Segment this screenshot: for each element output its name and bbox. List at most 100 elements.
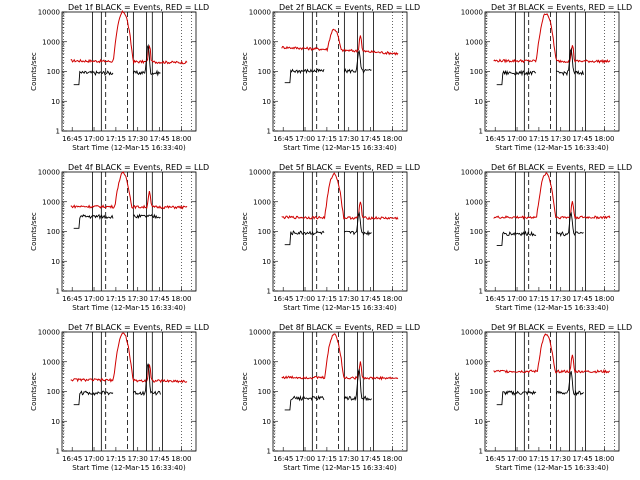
y-tick-label: 100 (258, 388, 271, 396)
events-series-line (73, 213, 114, 229)
y-tick-label: 10000 (461, 169, 483, 177)
panel-det-1: Det 1f BLACK = Events, RED = LLD 1 10 100 10… (30, 3, 209, 152)
x-tick-label: 17:30 (339, 455, 359, 463)
x-tick-label: 16:45 (62, 455, 82, 463)
x-axis-label: Start Time (12-Mar-15 16:33:40) (283, 464, 397, 472)
y-axis-label: Counts/sec (30, 212, 38, 251)
x-tick-label: 17:15 (106, 135, 126, 143)
x-tick-label: 17:15 (317, 295, 337, 303)
y-tick-label: 1000 (42, 358, 60, 366)
x-tick-label: 17:45 (360, 135, 380, 143)
y-tick-label: 10 (51, 258, 60, 266)
y-axis-label: Counts/sec (453, 52, 461, 91)
events-series-line (73, 390, 114, 406)
x-tick-label: 18:00 (594, 295, 614, 303)
events-series-line (555, 371, 584, 397)
x-axis-label: Start Time (12-Mar-15 16:33:40) (495, 144, 609, 152)
events-series-line (73, 70, 114, 86)
y-tick-label: 1000 (465, 358, 483, 366)
y-tick-label: 100 (470, 388, 483, 396)
y-tick-label: 1 (479, 128, 483, 136)
y-tick-label: 1 (56, 128, 60, 136)
lld-series-line (70, 9, 188, 65)
x-tick-label: 17:00 (295, 455, 315, 463)
events-series-line (284, 68, 325, 84)
x-tick-label: 17:00 (295, 135, 315, 143)
events-series-line (556, 47, 584, 77)
panel-det-3: Det 3f BLACK = Events, RED = LLD 1 10 100 10… (453, 3, 632, 152)
x-tick-label: 18:00 (594, 455, 614, 463)
x-axis-label: Start Time (12-Mar-15 16:33:40) (283, 144, 397, 152)
y-tick-label: 10 (474, 258, 483, 266)
lld-series-line (281, 172, 399, 220)
x-tick-label: 17:15 (529, 295, 549, 303)
lld-series-line (493, 333, 611, 374)
x-axis-label: Start Time (12-Mar-15 16:33:40) (283, 304, 397, 312)
x-tick-label: 18:00 (382, 135, 402, 143)
x-tick-label: 17:15 (529, 455, 549, 463)
x-tick-label: 16:45 (273, 135, 293, 143)
y-tick-label: 1000 (253, 38, 271, 46)
x-tick-label: 17:30 (128, 295, 148, 303)
events-series-line (496, 230, 537, 246)
x-tick-label: 16:45 (485, 455, 505, 463)
events-series-line (496, 390, 537, 406)
y-tick-label: 10 (262, 98, 271, 106)
chart-title: Det 6f BLACK = Events, RED = LLD (491, 163, 632, 172)
x-tick-label: 17:45 (572, 455, 592, 463)
y-tick-label: 1000 (465, 198, 483, 206)
x-tick-label: 16:45 (485, 295, 505, 303)
chart-title: Det 8f BLACK = Events, RED = LLD (279, 323, 420, 332)
chart-title: Det 5f BLACK = Events, RED = LLD (279, 163, 420, 172)
x-tick-label: 17:00 (295, 295, 315, 303)
events-series-line (133, 213, 161, 220)
x-tick-label: 17:15 (317, 455, 337, 463)
chart-title: Det 9f BLACK = Events, RED = LLD (491, 323, 632, 332)
y-tick-label: 100 (470, 68, 483, 76)
x-tick-label: 17:00 (507, 295, 527, 303)
y-tick-label: 10 (474, 418, 483, 426)
panel-det-7: Det 7f BLACK = Events, RED = LLD 1 10 100 10… (30, 323, 209, 472)
lld-series-line (70, 171, 188, 210)
x-tick-label: 17:30 (339, 295, 359, 303)
x-tick-label: 18:00 (171, 135, 191, 143)
y-tick-label: 1 (267, 128, 271, 136)
y-tick-label: 10000 (38, 169, 60, 177)
y-tick-label: 1 (267, 288, 271, 296)
y-axis-label: Counts/sec (453, 372, 461, 411)
x-tick-label: 16:45 (485, 135, 505, 143)
chart-title: Det 1f BLACK = Events, RED = LLD (68, 3, 209, 12)
x-tick-label: 17:00 (84, 455, 104, 463)
x-tick-label: 17:30 (128, 455, 148, 463)
events-series-line (556, 211, 584, 237)
x-tick-label: 17:45 (360, 455, 380, 463)
events-series-line (284, 394, 325, 411)
y-axis-label: Counts/sec (30, 52, 38, 91)
y-tick-label: 100 (258, 68, 271, 76)
x-axis-label: Start Time (12-Mar-15 16:33:40) (495, 464, 609, 472)
y-tick-label: 10000 (461, 9, 483, 17)
y-tick-label: 10000 (249, 169, 271, 177)
x-axis-label: Start Time (12-Mar-15 16:33:40) (72, 144, 186, 152)
x-tick-label: 17:45 (360, 295, 380, 303)
chart-title: Det 7f BLACK = Events, RED = LLD (68, 323, 209, 332)
x-tick-label: 17:15 (529, 135, 549, 143)
y-tick-label: 10 (51, 98, 60, 106)
y-tick-label: 1 (267, 448, 271, 456)
x-tick-label: 18:00 (382, 295, 402, 303)
lld-series-line (493, 171, 611, 220)
panel-det-4: Det 4f BLACK = Events, RED = LLD 1 10 100 10… (30, 163, 209, 312)
y-tick-label: 10 (262, 258, 271, 266)
y-axis-label: Counts/sec (453, 212, 461, 251)
x-tick-label: 17:45 (149, 135, 169, 143)
x-tick-label: 16:45 (273, 455, 293, 463)
y-tick-label: 1 (479, 288, 483, 296)
x-tick-label: 18:00 (171, 455, 191, 463)
events-series-line (496, 69, 537, 86)
x-axis-label: Start Time (12-Mar-15 16:33:40) (495, 304, 609, 312)
y-tick-label: 10 (262, 418, 271, 426)
y-tick-label: 10000 (461, 329, 483, 337)
lld-series-line (493, 13, 611, 64)
x-tick-label: 17:00 (84, 295, 104, 303)
